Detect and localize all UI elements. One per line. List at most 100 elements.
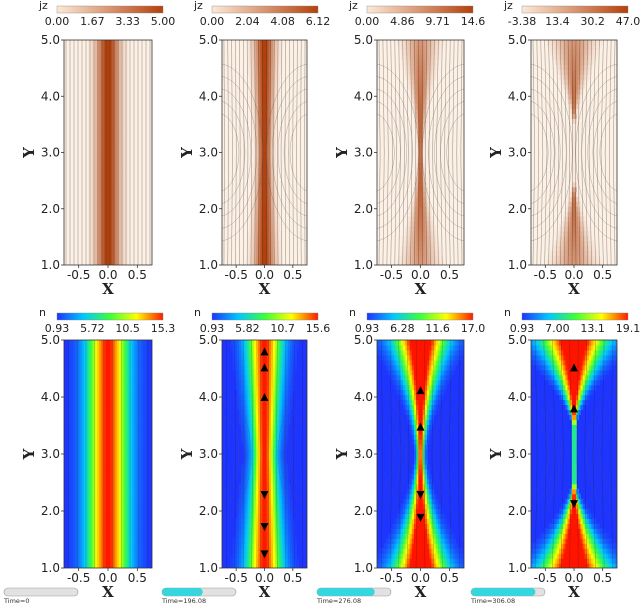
current-cell (88, 206, 91, 212)
density-cell (264, 508, 268, 515)
density-cell (75, 553, 78, 559)
density-cell (97, 463, 100, 470)
density-cell (97, 429, 100, 435)
density-cell (97, 478, 100, 485)
current-cell (270, 54, 274, 61)
density-cell (90, 503, 94, 510)
density-cell (236, 543, 240, 549)
current-cell (119, 211, 122, 217)
current-cell (576, 240, 579, 247)
current-cell (119, 186, 122, 193)
density-cell (70, 369, 74, 376)
current-cell (266, 137, 270, 144)
density-cell (103, 478, 107, 485)
current-cell (422, 245, 426, 251)
current-cell (99, 123, 102, 129)
current-cell (429, 250, 432, 256)
current-cell (442, 40, 446, 46)
density-cell (132, 359, 135, 366)
current-cell (273, 245, 276, 251)
density-cell (110, 488, 113, 495)
density-cell (283, 518, 287, 524)
current-cell (256, 211, 259, 217)
density-cell (260, 463, 263, 470)
density-cell (81, 553, 85, 559)
current-cell (548, 40, 551, 46)
density-cell (112, 503, 116, 510)
density-cell (97, 498, 100, 505)
density-cell (134, 409, 138, 415)
field-line (288, 40, 290, 265)
density-cell (114, 468, 118, 475)
field-line (436, 40, 439, 265)
density-cell (290, 563, 293, 568)
current-cell (277, 40, 280, 46)
density-cell (77, 439, 80, 445)
current-cell (88, 118, 91, 124)
current-cell (262, 49, 266, 56)
field-line (444, 40, 447, 265)
density-cell (266, 463, 270, 470)
density-cell (72, 344, 76, 351)
density-cell (245, 439, 249, 445)
density-cell (134, 399, 138, 406)
density-cell (110, 359, 113, 366)
density-cell (97, 473, 100, 480)
density-cell (79, 548, 83, 554)
density-cell (125, 419, 129, 425)
density-cell (77, 434, 80, 440)
density-cell (281, 483, 285, 490)
density-cell (99, 523, 102, 529)
current-cell (121, 201, 124, 207)
density-cell (127, 364, 131, 371)
current-cell (591, 59, 594, 66)
density-cell (72, 369, 76, 376)
density-cell (97, 538, 100, 544)
current-cell (576, 211, 579, 217)
density-cell (75, 533, 78, 539)
current-cell (427, 103, 430, 110)
density-cell (79, 563, 83, 568)
density-cell (83, 419, 87, 425)
current-cell (119, 113, 122, 119)
density-cell (112, 498, 116, 505)
current-cell (418, 69, 422, 75)
current-cell (420, 260, 424, 265)
density-cell (123, 349, 127, 356)
current-cell (266, 118, 270, 124)
density-cell (138, 369, 142, 376)
current-cell (121, 44, 124, 51)
density-cell (68, 503, 72, 510)
density-cell (77, 409, 80, 415)
current-cell (105, 64, 109, 70)
density-cell (130, 473, 133, 480)
current-cell (403, 260, 406, 265)
density-cell (268, 444, 272, 450)
density-cell (88, 429, 91, 435)
current-cell (90, 103, 94, 110)
current-cell (262, 132, 266, 139)
density-cell (92, 364, 96, 371)
density-cell (258, 493, 261, 500)
density-cell (138, 399, 142, 406)
density-cell (266, 553, 270, 559)
density-cell (83, 468, 87, 475)
current-cell (260, 49, 263, 56)
density-cell (273, 449, 276, 455)
density-cell (132, 449, 135, 455)
density-cell (256, 454, 259, 460)
current-cell (108, 98, 111, 105)
density-cell (270, 563, 274, 568)
density-cell (75, 463, 78, 470)
current-cell (119, 49, 122, 56)
current-cell (262, 74, 266, 80)
density-cell (283, 454, 287, 460)
current-cell (427, 84, 430, 90)
density-cell (86, 458, 89, 465)
density-cell (249, 483, 253, 490)
density-cell (88, 523, 91, 529)
x-axis-label: X (259, 280, 271, 298)
current-cell (94, 88, 98, 95)
current-cell (121, 118, 124, 124)
current-cell (279, 44, 283, 51)
